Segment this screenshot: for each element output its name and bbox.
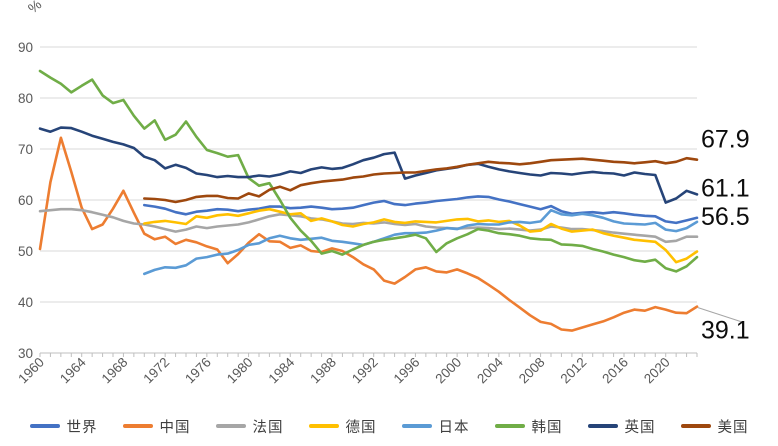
legend-label-world: 世界	[66, 419, 98, 436]
legend-swatch-usa-icon	[680, 424, 711, 428]
leader-line	[697, 307, 745, 324]
legend-swatch-world-icon	[29, 424, 60, 428]
legend-item-japan[interactable]: 日本	[401, 416, 470, 437]
legend-label-japan: 日本	[438, 419, 470, 436]
end-value-label-usa: 67.9	[701, 126, 750, 154]
x-axis-tick-label: 1992	[349, 355, 381, 387]
legend-label-korea: 韩国	[531, 419, 563, 436]
x-axis-tick-label: 1972	[140, 355, 172, 387]
y-axis-tick-label: 70	[18, 142, 33, 157]
legend-item-uk[interactable]: 英国	[587, 416, 656, 437]
x-axis-tick-label: 1976	[182, 355, 214, 387]
legend-item-china[interactable]: 中国	[122, 416, 191, 437]
legend-swatch-korea-icon	[494, 424, 525, 428]
x-axis-tick-label: 1988	[307, 355, 339, 387]
legend-swatch-japan-icon	[401, 424, 432, 428]
x-axis-tick-label: 2012	[558, 355, 590, 387]
end-value-label-china: 39.1	[701, 317, 750, 345]
legend-label-usa: 美国	[717, 419, 749, 436]
y-axis-tick-label: 40	[18, 295, 33, 310]
series-line-japan	[143, 208, 699, 276]
legend-item-germany[interactable]: 德国	[308, 416, 377, 437]
legend-label-uk: 英国	[624, 419, 656, 436]
end-value-label-uk: 61.1	[701, 174, 750, 202]
legend-swatch-france-icon	[215, 424, 246, 428]
legend-label-france: 法国	[252, 419, 284, 436]
chart-legend: 世界 中国 法国 德国 日本 韩国 英国 美国	[0, 413, 778, 439]
legend-item-france[interactable]: 法国	[215, 416, 284, 437]
series-line-china	[38, 136, 699, 332]
series-line-usa	[143, 156, 699, 204]
end-value-label-world: 56.5	[701, 203, 750, 231]
y-axis-tick-label: 30	[18, 346, 33, 361]
x-axis-tick-label: 2016	[599, 355, 631, 387]
y-axis-tick-label: 60	[18, 193, 33, 208]
y-axis-unit-label: %	[25, 0, 45, 16]
y-axis-tick-label: 50	[18, 244, 33, 259]
y-axis-tick-label: 80	[18, 91, 33, 106]
x-axis-tick-label: 2008	[516, 355, 548, 387]
x-axis-tick-label: 1996	[391, 355, 423, 387]
series-line-germany	[143, 207, 699, 264]
legend-label-germany: 德国	[345, 419, 377, 436]
x-axis-tick-label: 2004	[474, 354, 506, 386]
series-line-uk	[38, 126, 699, 204]
legend-item-usa[interactable]: 美国	[680, 416, 749, 437]
legend-swatch-germany-icon	[308, 424, 339, 428]
x-axis-tick-label: 1964	[57, 354, 89, 386]
x-axis-tick-label: 1984	[266, 354, 298, 386]
legend-label-china: 中国	[159, 419, 191, 436]
legend-swatch-china-icon	[122, 424, 153, 428]
legend-swatch-uk-icon	[587, 424, 618, 428]
legend-item-korea[interactable]: 韩国	[494, 416, 563, 437]
x-axis-tick-label: 2020	[641, 355, 673, 387]
x-axis-tick-label: 2000	[432, 355, 464, 387]
series-line-world	[143, 195, 699, 225]
series-line-korea	[38, 69, 699, 273]
x-axis-tick-label: 1968	[99, 355, 131, 387]
y-axis-tick-label: 90	[18, 40, 33, 55]
x-axis-tick-label: 1980	[224, 355, 256, 387]
legend-item-world[interactable]: 世界	[29, 416, 98, 437]
